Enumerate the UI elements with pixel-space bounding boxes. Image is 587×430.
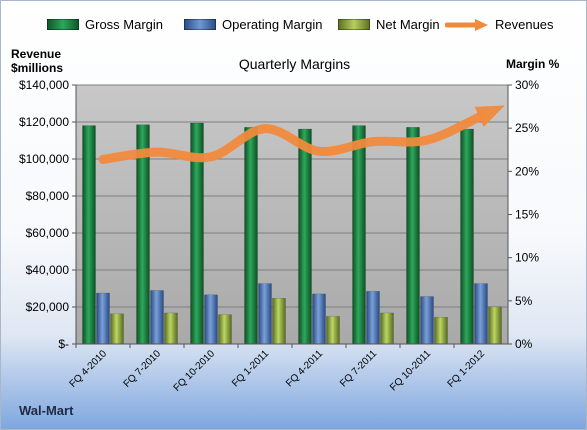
left-axis-title: Revenue $millions: [11, 47, 63, 75]
right-axis-tick-label: 20%: [515, 164, 539, 178]
operating-margin-bar: [474, 283, 488, 345]
revenue-arrow-icon: [445, 18, 488, 31]
net-margin-bar: [272, 297, 286, 345]
legend-operating-margin-label: Operating Margin: [222, 17, 323, 32]
left-axis-tick-label: $140,000: [19, 78, 69, 92]
right-axis-tick-label: 15%: [515, 208, 539, 222]
operating-margin-bar: [96, 292, 110, 345]
revenue-point: [426, 139, 428, 142]
legend-net-margin-label: Net Margin: [376, 17, 440, 32]
operating-margin-bar: [150, 290, 164, 345]
bar-series: [82, 122, 502, 345]
operating-margin-bar: [420, 296, 434, 345]
revenue-point: [318, 150, 320, 153]
right-axis-tick-label: 25%: [515, 121, 539, 135]
left-axis-tick-label: $100,000: [19, 152, 69, 166]
legend-operating-margin: Operating Margin: [184, 17, 322, 32]
net-margin-bar: [218, 314, 232, 345]
legend-revenues: Revenues: [445, 17, 554, 32]
legend-gross-margin-label: Gross Margin: [85, 17, 164, 32]
chart-legend: Gross Margin Operating Margin Net Margin…: [1, 17, 586, 37]
net-margin-bar: [110, 313, 124, 345]
x-axis-tick-label: FQ 1-2011: [230, 348, 271, 389]
right-axis-title: Margin %: [506, 57, 560, 71]
net-margin-bar: [164, 312, 178, 345]
chart-title: Quarterly Margins: [238, 56, 351, 72]
left-axis-tick-label: $80,000: [26, 189, 70, 203]
revenue-arrowhead: [474, 105, 505, 127]
revenue-point: [372, 140, 374, 143]
right-axis-tick-label: 0%: [515, 337, 533, 351]
net-margin-bar: [488, 306, 502, 345]
legend-net-margin: Net Margin: [338, 17, 440, 32]
left-axis-tick-label: $120,000: [19, 115, 69, 129]
net-margin-bar: [326, 316, 340, 345]
net-margin-bar: [434, 316, 448, 345]
net-margin-bar: [380, 312, 394, 345]
left-axis-tick-label: $20,000: [26, 300, 70, 314]
left-axis-tick-label: $60,000: [26, 226, 70, 240]
x-axis-tick-label: FQ 7-2011: [338, 348, 379, 389]
legend-revenues-label: Revenues: [495, 17, 554, 32]
operating-margin-swatch: [184, 19, 216, 30]
left-axis-title-line1: Revenue: [11, 47, 62, 61]
right-axis-tick-label: 30%: [515, 78, 539, 92]
operating-margin-bar: [366, 291, 380, 345]
x-axis-tick-label: FQ 4-2010: [68, 348, 110, 390]
right-axis-tick-label: 10%: [515, 251, 539, 265]
x-axis-tick-label: FQ 7-2010: [122, 348, 164, 390]
revenue-line: [98, 111, 486, 164]
revenue-point: [210, 155, 212, 158]
x-axis-tick-label: FQ 1-2012: [446, 348, 488, 390]
company-label: Wal-Mart: [19, 403, 74, 418]
operating-margin-bar: [258, 283, 272, 345]
gross-margin-bar: [82, 125, 96, 345]
gross-margin-swatch: [47, 19, 79, 30]
left-axis-tick-label: $40,000: [26, 263, 70, 277]
revenue-point: [480, 115, 482, 118]
legend-gross-margin: Gross Margin: [47, 17, 163, 32]
left-axis-title-line2: $millions: [11, 61, 64, 75]
gross-margin-bar: [352, 125, 366, 345]
gross-margin-bar: [406, 127, 420, 345]
left-axis-tick-label: $-: [58, 337, 69, 351]
net-margin-swatch: [338, 19, 370, 30]
operating-margin-bar: [204, 294, 218, 345]
x-axis-tick-label: FQ 4-2011: [284, 348, 325, 389]
gross-margin-bar: [298, 128, 312, 345]
gross-margin-bar: [244, 127, 258, 345]
x-axis-tick-label: FQ 10-2011: [388, 348, 433, 393]
revenue-point: [102, 158, 104, 161]
revenue-point: [156, 151, 158, 154]
revenue-point: [264, 127, 266, 130]
gross-margin-bar: [460, 128, 474, 345]
right-axis-tick-label: 5%: [515, 294, 533, 308]
x-axis-tick-label: FQ 10-2010: [172, 348, 218, 394]
revenue-series: [98, 105, 505, 164]
operating-margin-bar: [312, 293, 326, 345]
